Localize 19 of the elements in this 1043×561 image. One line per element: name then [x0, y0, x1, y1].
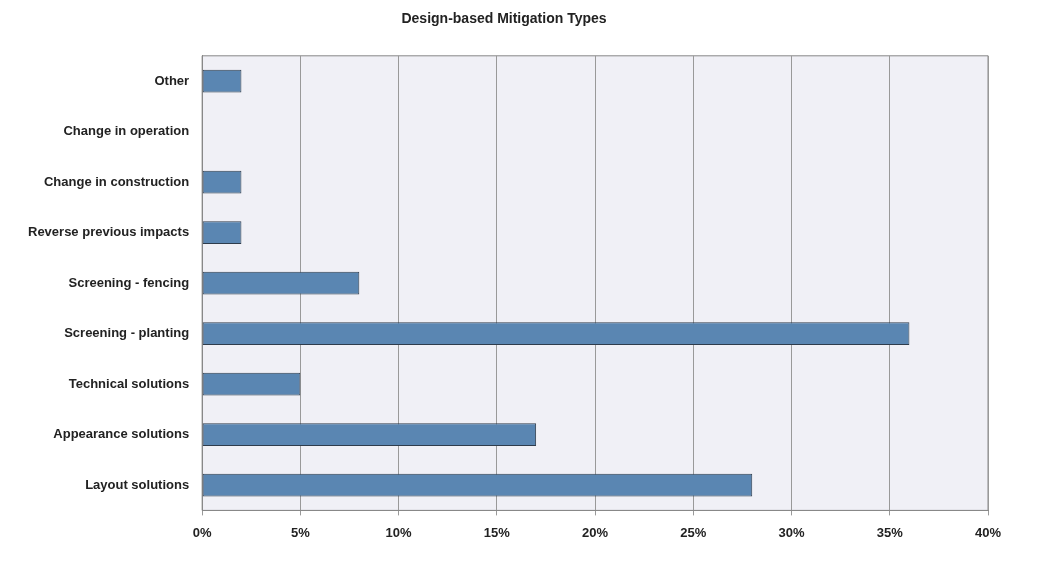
y-tick-label: Technical solutions	[68, 375, 190, 391]
x-tick-label: 5%	[290, 524, 311, 540]
y-tick-label: Other	[154, 72, 190, 88]
x-tick-label: 30%	[778, 524, 805, 540]
x-tick-label: 35%	[876, 524, 904, 540]
y-tick-label: Appearance solutions	[53, 426, 190, 442]
y-tick-label: Layout solutions	[85, 476, 190, 492]
y-tick-label: Change in operation	[63, 123, 190, 139]
x-tick-label: 25%	[680, 524, 707, 540]
y-tick-label: Screening - planting	[64, 325, 190, 341]
chart-title: Design-based Mitigation Types	[401, 10, 607, 27]
y-tick-label: Change in construction	[43, 173, 190, 189]
x-tick-label: 40%	[974, 524, 1002, 540]
x-tick-label: 10%	[385, 524, 413, 540]
x-tick-label: 15%	[483, 524, 511, 540]
y-tick-label: Screening - fencing	[68, 274, 190, 290]
x-tick-label: 20%	[582, 524, 609, 540]
x-tick-label: 0%	[192, 524, 212, 540]
y-tick-label: Reverse previous impacts	[27, 224, 190, 240]
